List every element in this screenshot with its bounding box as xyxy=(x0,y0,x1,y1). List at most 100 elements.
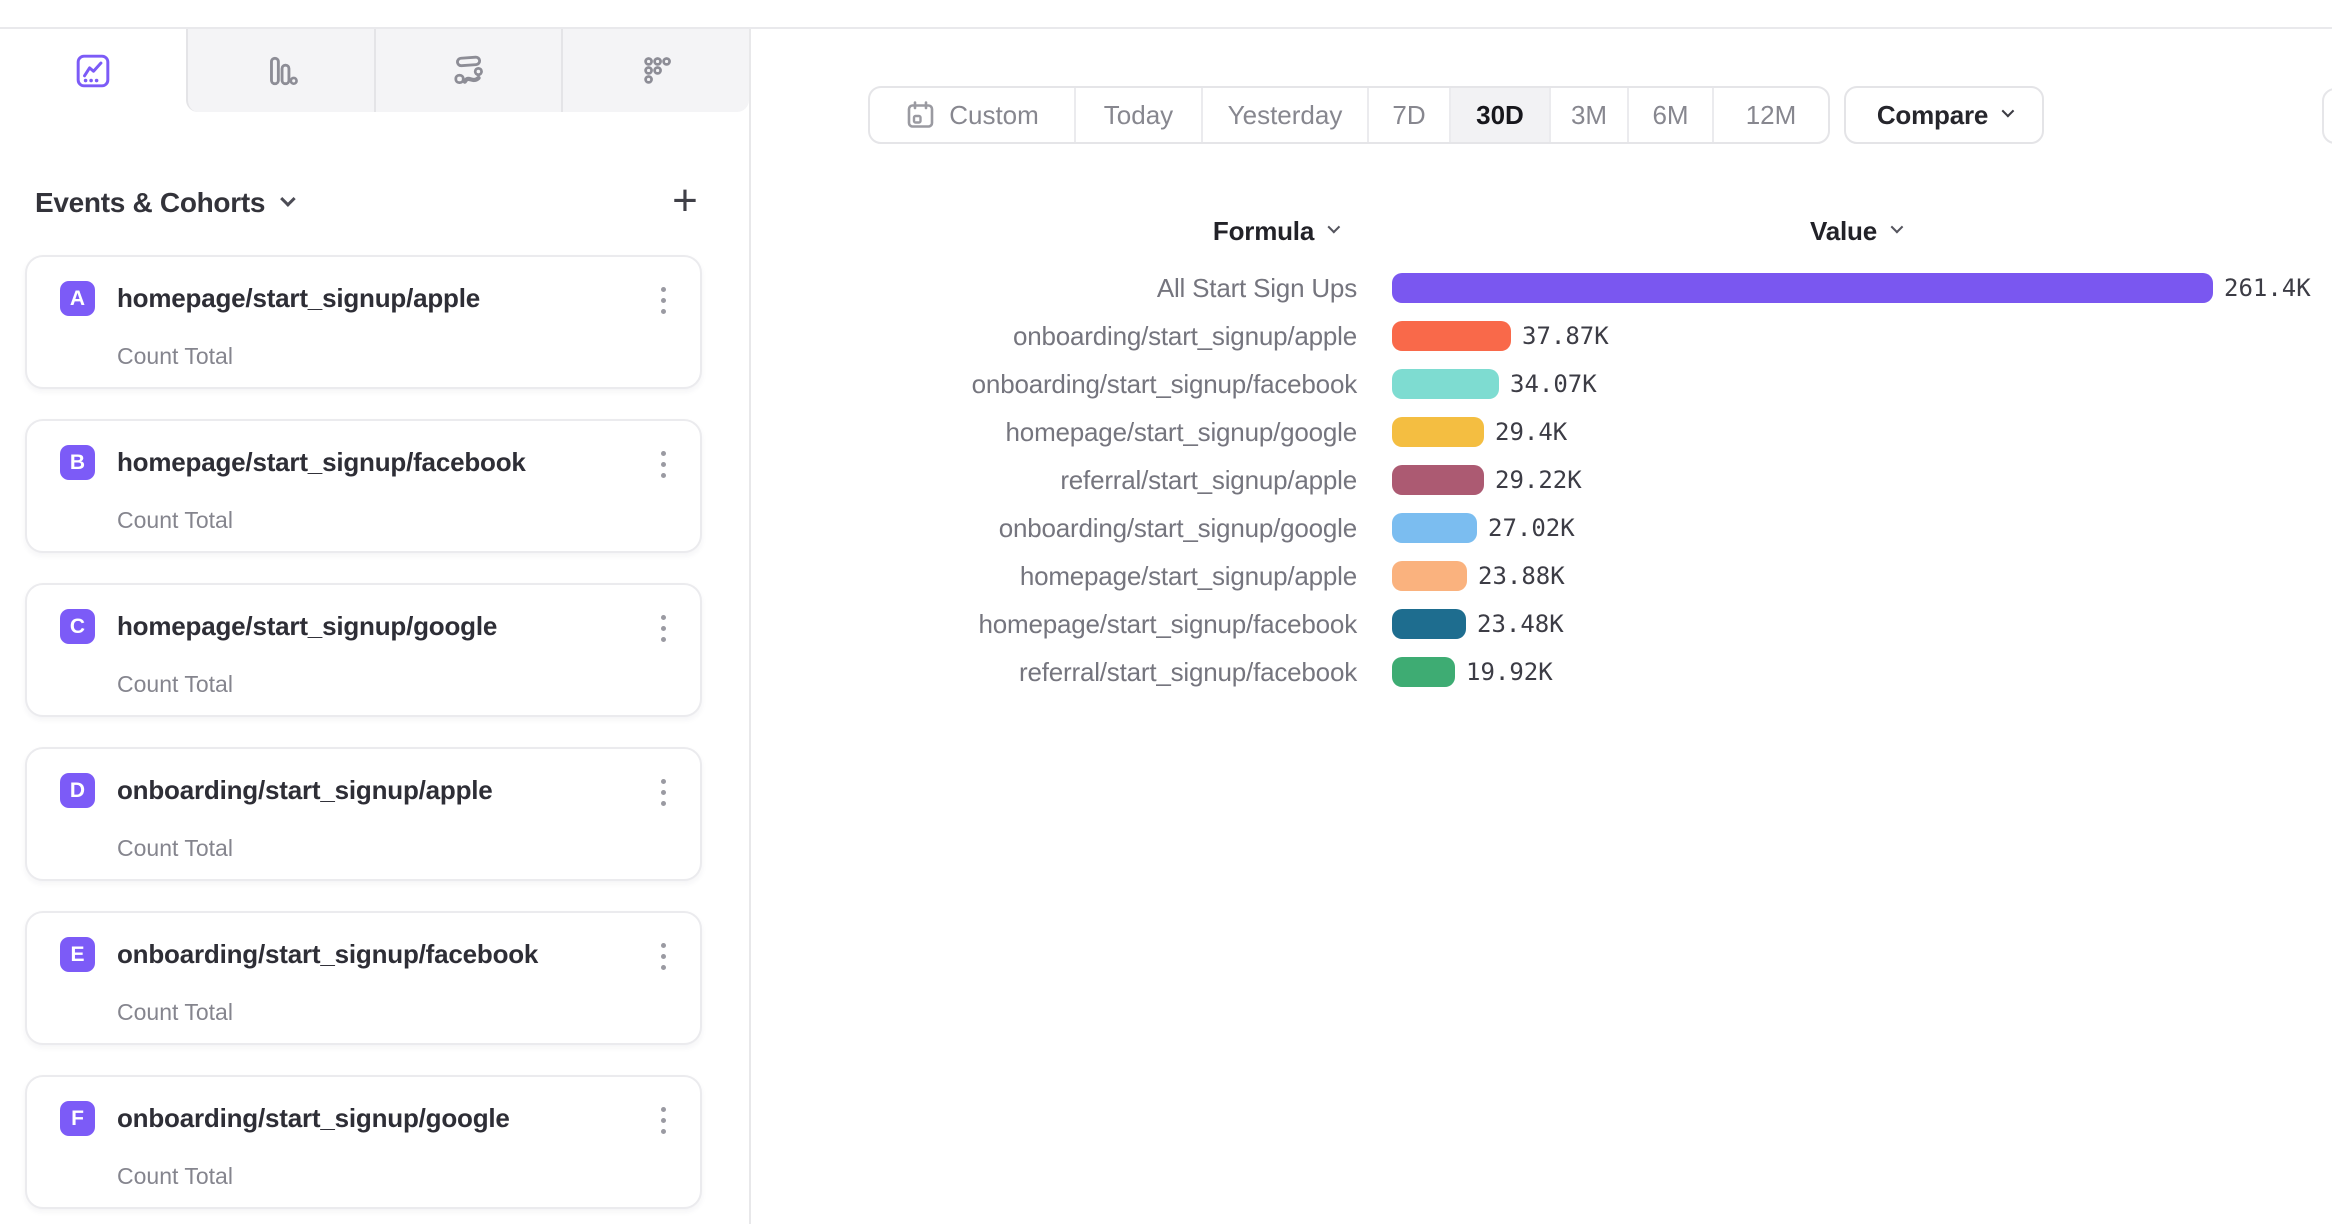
date-range-3m[interactable]: 3M xyxy=(1549,88,1627,142)
chart-bar-value: 23.48K xyxy=(1477,610,1564,638)
event-card-header: E onboarding/start_signup/facebook xyxy=(60,937,538,972)
date-range-label: Today xyxy=(1103,99,1174,130)
chart-row-barzone: 27.02K xyxy=(1392,513,1575,543)
event-name[interactable]: homepage/start_signup/apple xyxy=(117,283,481,313)
chart-bar[interactable] xyxy=(1392,561,1467,591)
date-range-custom[interactable]: Custom xyxy=(870,88,1074,142)
date-range-30d[interactable]: 30D xyxy=(1449,88,1549,142)
kebab-menu-icon[interactable] xyxy=(657,611,670,646)
event-card-B[interactable]: B homepage/start_signup/facebook Count T… xyxy=(25,419,702,553)
kebab-menu-icon[interactable] xyxy=(657,447,670,482)
chart-row-label[interactable]: referral/start_signup/facebook xyxy=(1019,656,1357,687)
insights-icon xyxy=(75,53,111,89)
chart-row-label[interactable]: homepage/start_signup/google xyxy=(1005,416,1358,447)
chart-row: homepage/start_signup/apple 23.88K xyxy=(880,552,2311,600)
chart-bar[interactable] xyxy=(1392,465,1484,495)
event-card-C[interactable]: C homepage/start_signup/google Count Tot… xyxy=(25,583,702,717)
date-range-label: Yesterday xyxy=(1227,99,1343,130)
kebab-menu-icon[interactable] xyxy=(657,939,670,974)
chart-row-label[interactable]: All Start Sign Ups xyxy=(1156,272,1357,303)
chart-row: onboarding/start_signup/google 27.02K xyxy=(880,504,2311,552)
date-range-today[interactable]: Today xyxy=(1074,88,1201,142)
chart-bar[interactable] xyxy=(1392,609,1466,639)
chart-bar[interactable] xyxy=(1392,513,1477,543)
tab-retention[interactable] xyxy=(561,29,749,112)
chart-bar-value: 27.02K xyxy=(1488,514,1575,542)
chart-bar[interactable] xyxy=(1392,321,1511,351)
date-range-6m[interactable]: 6M xyxy=(1627,88,1712,142)
value-column-header[interactable]: Value xyxy=(1810,216,1904,247)
kebab-menu-icon[interactable] xyxy=(657,1103,670,1138)
event-card-E[interactable]: E onboarding/start_signup/facebook Count… xyxy=(25,911,702,1045)
chart-row-barzone: 37.87K xyxy=(1392,321,1609,351)
event-card-A[interactable]: A homepage/start_signup/apple Count Tota… xyxy=(25,255,702,389)
event-letter-chip: F xyxy=(60,1101,95,1136)
chevron-down-icon xyxy=(2001,104,2015,117)
event-name[interactable]: onboarding/start_signup/facebook xyxy=(117,939,539,969)
chart-row: onboarding/start_signup/apple 37.87K xyxy=(880,312,2311,360)
event-letter-chip: A xyxy=(60,281,95,316)
chart-row-barzone: 23.88K xyxy=(1392,561,1565,591)
event-metric[interactable]: Count Total xyxy=(117,671,233,697)
date-range-label: 3M xyxy=(1570,99,1608,130)
chart-bar-value: 19.92K xyxy=(1466,658,1553,686)
tab-funnels[interactable] xyxy=(185,29,374,112)
tab-flows[interactable] xyxy=(373,29,562,112)
chart-row-label[interactable]: onboarding/start_signup/apple xyxy=(1012,320,1357,351)
chart-bar[interactable] xyxy=(1392,369,1499,399)
chart-row-barzone: 29.4K xyxy=(1392,417,1567,447)
top-divider xyxy=(0,27,2332,29)
kebab-menu-icon[interactable] xyxy=(657,283,670,318)
chart-row-label[interactable]: onboarding/start_signup/google xyxy=(998,512,1357,543)
chart-bar-value: 23.88K xyxy=(1478,562,1565,590)
event-card-header: A homepage/start_signup/apple xyxy=(60,281,480,316)
chart-bar-value: 261.4K xyxy=(2224,274,2311,302)
chart-bar[interactable] xyxy=(1392,657,1455,687)
compare-button[interactable]: Compare xyxy=(1844,86,2044,144)
events-cohorts-title[interactable]: Events & Cohorts xyxy=(35,187,266,218)
event-name[interactable]: homepage/start_signup/facebook xyxy=(117,447,526,477)
formula-column-header[interactable]: Formula xyxy=(1212,216,1341,247)
calendar-icon xyxy=(905,99,937,131)
chart-row-label[interactable]: referral/start_signup/apple xyxy=(1060,464,1357,495)
clipped-edge-button[interactable] xyxy=(2322,88,2332,144)
chart-row-barzone: 19.92K xyxy=(1392,657,1553,687)
sidebar-divider xyxy=(749,29,751,1224)
view-tabs xyxy=(0,29,749,112)
chart-row: onboarding/start_signup/facebook 34.07K xyxy=(880,360,2311,408)
chart-row-label[interactable]: onboarding/start_signup/facebook xyxy=(971,368,1358,399)
event-card-list: A homepage/start_signup/apple Count Tota… xyxy=(25,255,702,1224)
event-letter-chip: D xyxy=(60,773,95,808)
event-metric[interactable]: Count Total xyxy=(117,507,233,533)
add-event-button[interactable]: + xyxy=(672,176,698,225)
event-metric[interactable]: Count Total xyxy=(117,343,233,369)
event-metric[interactable]: Count Total xyxy=(117,1163,233,1189)
date-range-12m[interactable]: 12M xyxy=(1712,88,1828,142)
date-range-yesterday[interactable]: Yesterday xyxy=(1201,88,1367,142)
event-name[interactable]: onboarding/start_signup/google xyxy=(117,1103,510,1133)
chart-bar[interactable] xyxy=(1392,417,1484,447)
chart-row-label[interactable]: homepage/start_signup/facebook xyxy=(978,608,1358,639)
tab-insights[interactable] xyxy=(0,29,186,112)
event-metric[interactable]: Count Total xyxy=(117,999,233,1025)
event-card-F[interactable]: F onboarding/start_signup/google Count T… xyxy=(25,1075,702,1209)
date-range-7d[interactable]: 7D xyxy=(1367,88,1449,142)
formula-label: Formula xyxy=(1212,216,1315,246)
event-letter-chip: C xyxy=(60,609,95,644)
event-name[interactable]: onboarding/start_signup/apple xyxy=(117,775,493,805)
chart-row-barzone: 34.07K xyxy=(1392,369,1597,399)
chart-row: referral/start_signup/apple 29.22K xyxy=(880,456,2311,504)
event-metric[interactable]: Count Total xyxy=(117,835,233,861)
date-range-label: 6M xyxy=(1652,99,1689,130)
chart-bar[interactable] xyxy=(1392,273,2213,303)
chart-bar-value: 29.4K xyxy=(1495,418,1568,446)
chart-row: referral/start_signup/facebook 19.92K xyxy=(880,648,2311,696)
kebab-menu-icon[interactable] xyxy=(657,775,670,810)
event-letter-chip: E xyxy=(60,937,95,972)
event-name[interactable]: homepage/start_signup/google xyxy=(117,611,498,641)
chart-row-label[interactable]: homepage/start_signup/apple xyxy=(1019,560,1357,591)
date-range-label: 30D xyxy=(1476,99,1524,130)
event-card-D[interactable]: D onboarding/start_signup/apple Count To… xyxy=(25,747,702,881)
chart-row: All Start Sign Ups 261.4K xyxy=(880,264,2311,312)
